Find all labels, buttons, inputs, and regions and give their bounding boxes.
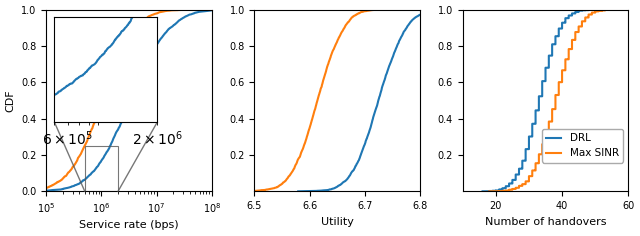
X-axis label: Utility: Utility <box>321 217 354 227</box>
Legend: DRL, Max SINR: DRL, Max SINR <box>541 129 623 163</box>
Bar <box>84 146 118 191</box>
X-axis label: Number of handovers: Number of handovers <box>484 217 606 227</box>
Y-axis label: CDF: CDF <box>6 89 15 112</box>
X-axis label: Service rate (bps): Service rate (bps) <box>79 220 179 230</box>
